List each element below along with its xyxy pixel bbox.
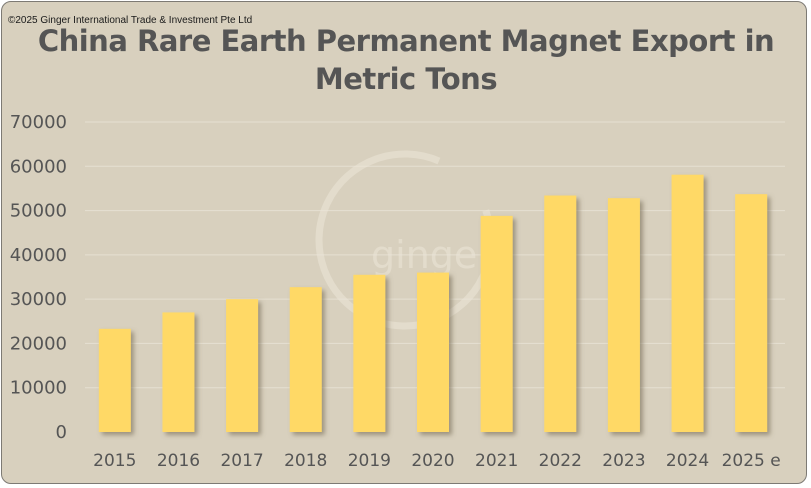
x-tick-label: 2021: [475, 451, 518, 471]
bar-2015: [98, 328, 131, 432]
chart-title: China Rare Earth Permanent Magnet Export…: [2, 22, 806, 98]
x-tick-label: 2017: [220, 451, 263, 471]
x-tick-label: 2019: [348, 451, 391, 471]
bar-2023: [607, 198, 640, 432]
bar-2016: [162, 312, 195, 432]
bar-2025-e: [735, 194, 768, 432]
watermark-text: ginger: [371, 233, 493, 277]
bar-2017: [226, 299, 259, 432]
bar-2021: [480, 215, 513, 432]
bar-2024: [671, 174, 704, 432]
x-tick-label: 2022: [539, 451, 582, 471]
x-tick-label: 2016: [157, 451, 200, 471]
copyright-notice: ©2025 Ginger International Trade & Inves…: [8, 15, 253, 26]
y-tick-label: 30000: [10, 289, 67, 310]
x-tick-label: 2015: [93, 451, 136, 471]
bars: [98, 174, 768, 432]
y-tick-label: 50000: [10, 201, 67, 222]
y-tick-label: 20000: [10, 333, 67, 354]
x-tick-label: 2024: [666, 451, 709, 471]
x-axis: 2015 2016 2017 2018 2019 2020 2021 2022 2023 2024…: [93, 451, 781, 471]
y-tick-label: 70000: [10, 112, 67, 133]
bar-2020: [417, 272, 449, 432]
x-tick-label: 2018: [284, 451, 327, 471]
x-tick-label: 2020: [411, 451, 454, 471]
y-tick-label: 60000: [10, 156, 67, 177]
chart-title-line-2: Metric Tons: [314, 62, 498, 96]
x-tick-label: 2023: [602, 451, 645, 471]
bar-2022: [544, 195, 577, 432]
chart-title-line-1: China Rare Earth Permanent Magnet Export…: [37, 24, 775, 58]
y-axis: 0 10000 20000 30000 40000 50000 60000 70000: [10, 112, 67, 443]
bar-2018: [289, 287, 322, 432]
y-tick-label: 10000: [10, 378, 67, 399]
x-tick-label: 2025 e: [722, 451, 781, 471]
bar-2019: [353, 274, 386, 432]
y-tick-label: 0: [56, 422, 67, 443]
y-tick-label: 40000: [10, 245, 67, 266]
